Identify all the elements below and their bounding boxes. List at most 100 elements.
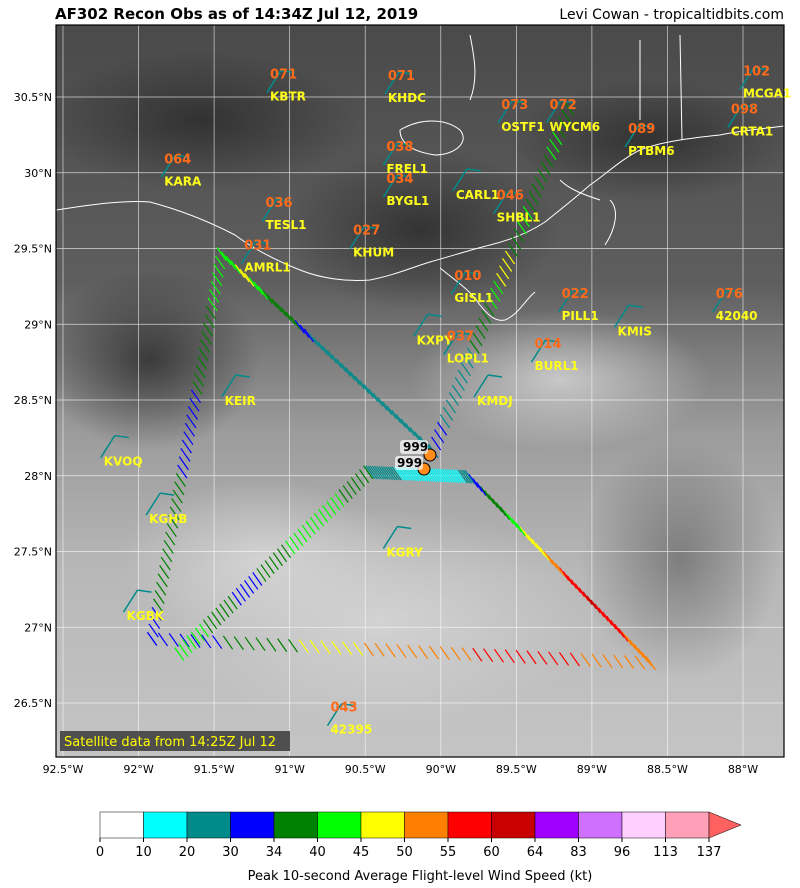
track-wind-barb xyxy=(431,468,442,483)
track-wind-barb xyxy=(171,498,182,512)
track-wind-barb xyxy=(244,579,255,594)
station-id: KMIS xyxy=(618,324,652,338)
track-wind-barb xyxy=(272,552,283,567)
track-wind-barb xyxy=(363,642,374,657)
station-id: TESL1 xyxy=(265,218,306,232)
track-wind-barb xyxy=(555,124,566,138)
track-wind-barb xyxy=(618,627,629,642)
track-wind-barb xyxy=(177,464,188,479)
station-wind-barb xyxy=(452,168,468,192)
station-wind-barb-flag xyxy=(397,174,412,178)
track-wind-barb xyxy=(527,534,538,549)
track-wind-barb xyxy=(558,652,570,666)
colorbar-segment xyxy=(534,811,579,839)
station-wind-barb xyxy=(240,241,256,265)
station-id: KHDC xyxy=(388,91,426,105)
station-wind-barb xyxy=(473,374,489,398)
station-wind-barb xyxy=(326,703,343,727)
station-id: BYGL1 xyxy=(386,194,429,208)
track-wind-barb xyxy=(303,328,315,343)
track-wind-barb xyxy=(446,469,457,483)
colorbar-segment xyxy=(230,811,275,839)
track-wind-barb xyxy=(549,138,560,153)
lon-tick-label: 91.5°W xyxy=(194,763,235,776)
track-wind-barb xyxy=(308,332,319,347)
track-wind-barb xyxy=(260,564,271,578)
track-wind-barb xyxy=(157,632,169,647)
track-wind-barb xyxy=(190,389,202,404)
station-kmis: KMIS xyxy=(613,304,652,338)
track-wind-barb xyxy=(352,641,364,656)
track-wind-barb xyxy=(558,116,569,131)
track-wind-barb xyxy=(215,607,226,622)
track-wind-barb xyxy=(490,287,501,302)
station-id: KARA xyxy=(164,174,202,188)
station-kmdj: KMDJ xyxy=(473,374,513,408)
track-wind-barb xyxy=(322,504,333,519)
credit-text: Levi Cowan - tropicaltidbits.com xyxy=(559,7,784,23)
track-wind-barb xyxy=(163,539,174,554)
track-wind-barb xyxy=(566,575,578,589)
track-wind-barb xyxy=(496,272,507,287)
track-wind-barb xyxy=(459,469,471,484)
track-wind-barb xyxy=(382,401,393,416)
track-wind-barb xyxy=(510,235,522,250)
map-frame xyxy=(55,24,785,758)
station-id: OSTF1 xyxy=(501,120,545,134)
station-wind-barb-flag xyxy=(465,271,480,275)
station-kara: 064 KARA xyxy=(160,152,202,188)
lon-tick-label: 92°W xyxy=(123,763,153,776)
lat-tick-label: 27.5°N xyxy=(14,546,52,559)
station-id: GISL1 xyxy=(454,291,493,305)
track-wind-barb xyxy=(543,550,554,565)
colorbar-segment xyxy=(491,811,536,839)
track-wind-barb xyxy=(564,101,575,116)
colorbar-tick-label: 45 xyxy=(353,845,370,860)
track-wind-barb xyxy=(645,656,656,671)
track-wind-barb xyxy=(513,228,524,243)
station-wind-barb-flag xyxy=(280,69,296,74)
track-wind-barb xyxy=(256,568,267,582)
station-kghb: KGHB xyxy=(145,492,187,526)
colorbar-segment xyxy=(143,811,188,839)
station-burl1: 014 BURL1 xyxy=(530,337,579,373)
colorbar-segment xyxy=(621,811,666,839)
track-wind-barb xyxy=(331,354,342,369)
track-wind-barb xyxy=(180,447,191,462)
track-wind-barb xyxy=(227,595,238,610)
track-wind-barb xyxy=(548,651,559,666)
track-wind-barb xyxy=(359,469,370,484)
track-wind-barb xyxy=(387,466,398,481)
station-wind-barb-flag xyxy=(741,104,756,109)
track-wind-barb xyxy=(187,406,198,420)
track-wind-barb xyxy=(211,272,223,287)
track-wind-barb xyxy=(433,429,445,444)
station-id: KGBK xyxy=(126,609,164,623)
station-wind-barb-flag xyxy=(175,154,190,159)
colorbar-tick-label: 55 xyxy=(440,845,457,860)
track-wind-barb xyxy=(244,636,255,651)
track-wind-barb xyxy=(614,623,625,638)
station-value: 027 xyxy=(353,224,380,239)
lat-tick-label: 26.5°N xyxy=(14,697,52,710)
track-wind-barb xyxy=(481,310,492,324)
track-wind-barb xyxy=(546,146,557,161)
station-value: 036 xyxy=(265,196,292,211)
colorbar-tick-label: 64 xyxy=(527,845,544,860)
track-wind-barb xyxy=(222,635,234,650)
track-wind-barb xyxy=(641,652,652,666)
track-wind-barb xyxy=(537,650,548,665)
track-wind-barb xyxy=(336,358,347,373)
station-wind-barb xyxy=(443,332,459,355)
track-wind-barb xyxy=(570,579,581,594)
lon-tick-label: 88°W xyxy=(728,763,758,776)
track-wind-barb xyxy=(537,168,548,183)
station-wind-barb xyxy=(450,271,466,295)
track-wind-barb xyxy=(472,477,483,492)
track-wind-barb xyxy=(225,255,236,270)
station-value: 022 xyxy=(562,287,589,302)
track-wind-barb xyxy=(428,645,440,660)
track-wind-barb xyxy=(504,250,516,265)
station-id: PTBM6 xyxy=(628,144,674,158)
track-wind-barb xyxy=(156,581,167,596)
